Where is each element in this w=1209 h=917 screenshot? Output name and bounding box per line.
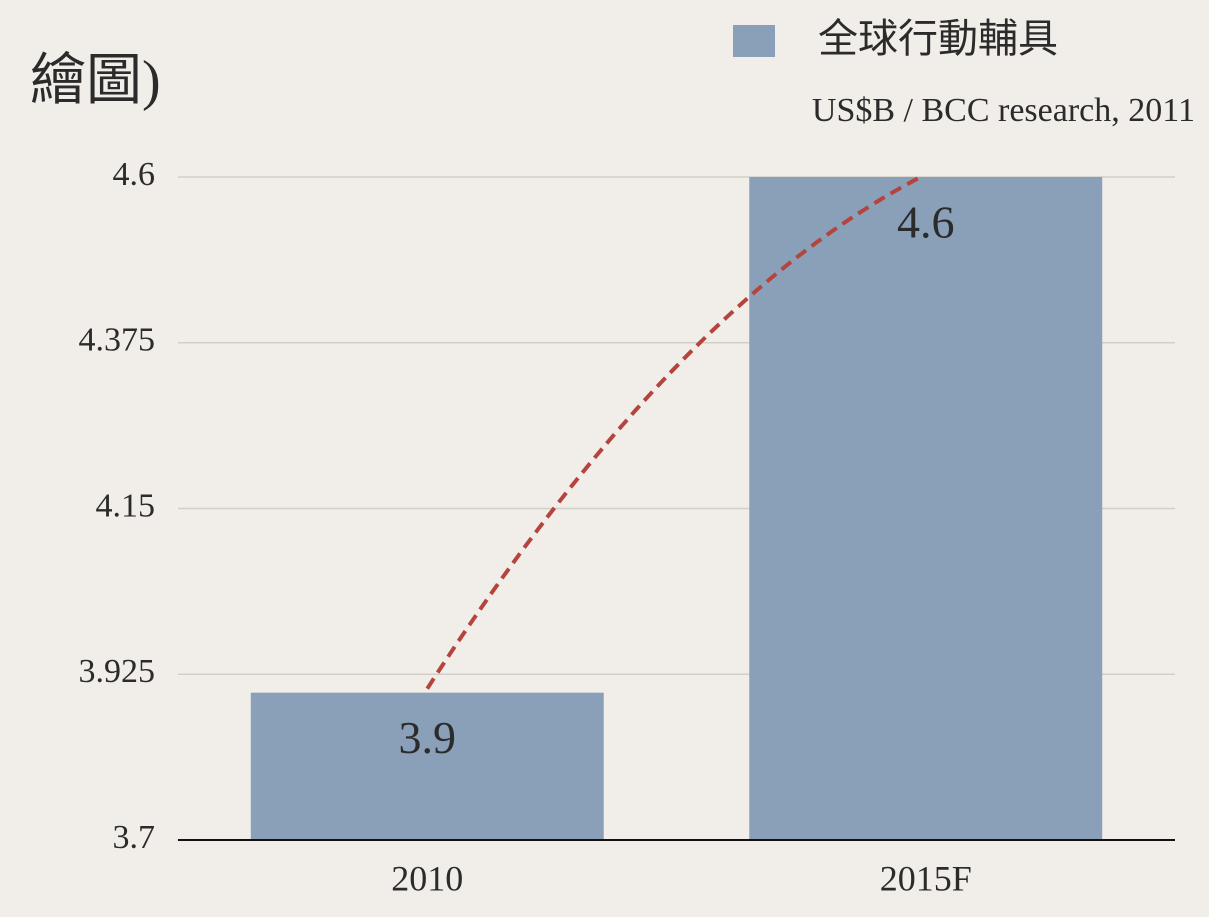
trend-line [425,175,922,690]
subtitle: US$B / BCC research, 2011 [812,92,1195,129]
x-tick-label: 2010 [391,858,463,898]
y-tick-label: 3.7 [113,819,156,856]
bar [250,692,604,840]
y-tick-label: 3.925 [79,653,156,690]
y-tick-label: 4.375 [79,322,156,359]
y-tick-label: 4.6 [113,156,156,193]
x-tick-label: 2015F [880,858,972,898]
legend-swatch [733,25,775,57]
y-tick-label: 4.15 [96,487,156,524]
data-label: 3.9 [399,712,457,763]
chart-title: 繪圖) [30,50,161,112]
data-label: 4.6 [897,197,955,248]
legend-label: 全球行動輔具 [818,16,1058,61]
bar [749,177,1103,840]
